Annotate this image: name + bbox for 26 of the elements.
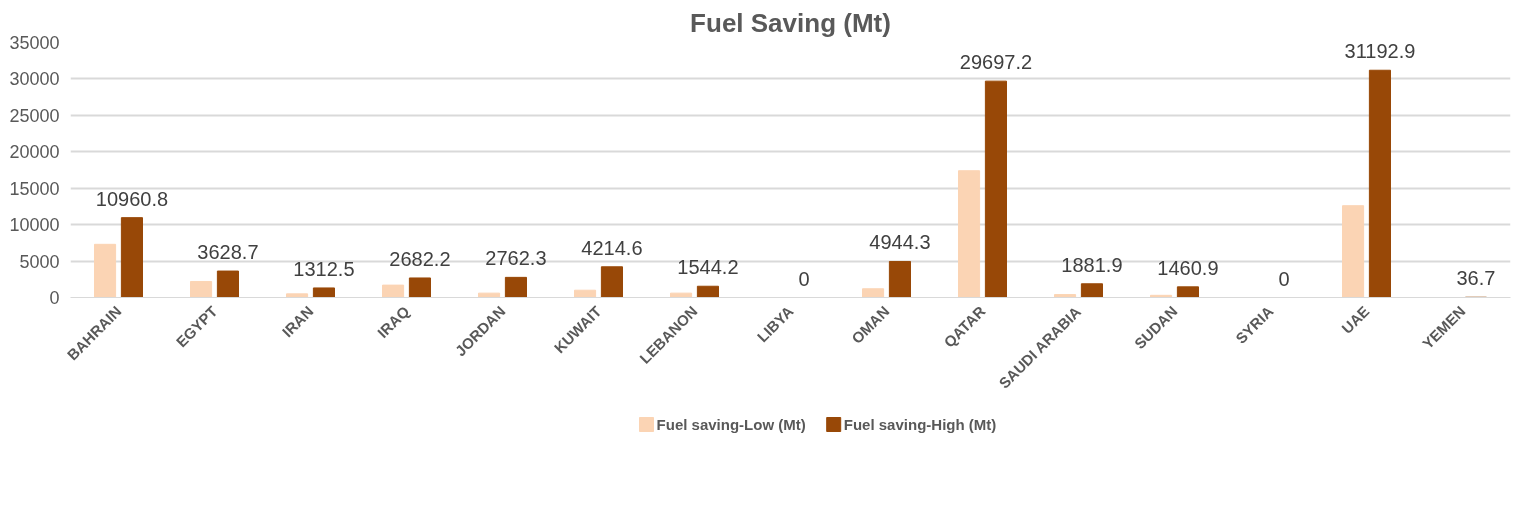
data-label: 36.7	[1456, 267, 1496, 290]
data-label: 31192.9	[1344, 40, 1416, 63]
y-tick-label: 35000	[9, 33, 60, 53]
y-tick-label: 25000	[9, 105, 60, 126]
data-label: 1460.9	[1157, 256, 1219, 279]
chart-title: Fuel Saving (Mt)	[690, 7, 891, 38]
y-tick-label: 30000	[9, 69, 60, 90]
data-label: 0	[798, 267, 810, 290]
data-label: 4944.3	[869, 231, 931, 254]
y-tick-label: 5000	[19, 251, 60, 272]
data-label: 2682.2	[389, 247, 451, 270]
data-label: 3628.7	[197, 241, 259, 264]
data-label: 0	[1278, 267, 1290, 290]
data-label: 4214.6	[581, 236, 643, 259]
data-label: 2762.3	[485, 247, 547, 270]
data-label: 10960.8	[95, 187, 169, 210]
y-tick-label: 10000	[9, 215, 60, 236]
y-tick-label: 0	[49, 288, 60, 308]
legend-label: Fuel saving-Low (Mt)	[656, 416, 806, 433]
data-label: 1312.5	[293, 257, 355, 280]
legend-label: Fuel saving-High (Mt)	[843, 416, 997, 433]
data-label: 1881.9	[1061, 253, 1123, 276]
y-tick-label: 15000	[9, 178, 60, 199]
data-label: 29697.2	[959, 51, 1033, 74]
y-tick-label: 20000	[9, 142, 60, 163]
data-label: 1544.2	[677, 256, 739, 279]
